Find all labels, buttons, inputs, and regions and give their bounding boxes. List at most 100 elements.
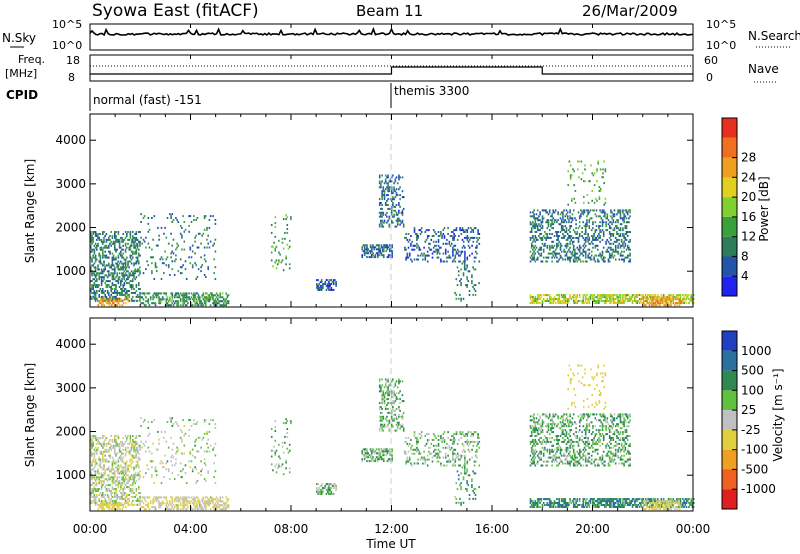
- velocity-echo-cell: [112, 468, 115, 471]
- power-echo-cell: [142, 298, 145, 301]
- power-echo-cell: [545, 260, 547, 263]
- velocity-echo-cell: [410, 439, 412, 441]
- power-echo-cell: [177, 304, 180, 307]
- power-echo-cell: [102, 242, 104, 245]
- power-echo-cell: [92, 295, 94, 298]
- power-echo-cell: [575, 233, 577, 235]
- power-echo-cell: [209, 240, 212, 243]
- velocity-echo-cell: [147, 502, 150, 505]
- velocity-echo-cell: [110, 435, 112, 437]
- power-echo-cell: [550, 252, 552, 255]
- power-echo-cell: [366, 250, 368, 253]
- velocity-echo-cell: [120, 456, 122, 459]
- power-echo-cell: [603, 182, 605, 185]
- power-echo-cell: [114, 240, 116, 243]
- power-echo-cell: [200, 270, 202, 273]
- power-echo-cell: [96, 274, 98, 277]
- power-echo-cell: [542, 256, 545, 259]
- velocity-echo-cell: [444, 452, 447, 455]
- power-echo-cell: [564, 254, 567, 257]
- power-echo-cell: [610, 233, 612, 235]
- velocity-echo-cell: [96, 452, 98, 455]
- power-echo-cell: [596, 180, 598, 183]
- power-echo-cell: [577, 236, 580, 239]
- power-echo-cell: [544, 236, 546, 239]
- power-echo-cell: [381, 204, 383, 206]
- power-echo-cell: [132, 236, 134, 239]
- power-echo-cell: [393, 188, 395, 191]
- power-echo-cell: [123, 238, 126, 241]
- power-echo-cell: [688, 302, 690, 304]
- power-echo-cell: [536, 250, 539, 253]
- velocity-echo-cell: [394, 413, 397, 416]
- power-echo-cell: [426, 229, 429, 232]
- power-echo-cell: [140, 302, 142, 305]
- velocity-echo-cell: [92, 442, 94, 445]
- power-echo-cell: [188, 230, 190, 233]
- power-echo-cell: [628, 294, 630, 297]
- colorbar-swatch: [722, 118, 737, 138]
- power-echo-cell: [128, 238, 130, 241]
- power-echo-cell: [428, 229, 430, 232]
- velocity-echo-cell: [384, 382, 387, 385]
- power-echo-cell: [134, 244, 136, 247]
- power-echo-cell: [394, 205, 397, 208]
- power-echo-cell: [638, 302, 641, 304]
- power-echo-cell: [581, 252, 583, 255]
- power-echo-cell: [601, 219, 604, 222]
- power-echo-cell: [94, 291, 97, 294]
- power-echo-cell: [91, 250, 93, 253]
- velocity-echo-cell: [139, 495, 141, 498]
- velocity-echo-cell: [286, 428, 289, 430]
- power-echo-cell: [558, 240, 561, 243]
- power-echo-cell: [553, 244, 556, 247]
- power-echo-cell: [605, 229, 607, 232]
- power-echo-cell: [541, 302, 544, 304]
- power-echo-cell: [565, 246, 568, 249]
- power-echo-cell: [165, 258, 168, 261]
- power-echo-cell: [112, 272, 115, 275]
- power-echo-cell: [117, 256, 120, 259]
- velocity-echo-cell: [437, 435, 440, 437]
- power-echo-cell: [184, 294, 187, 297]
- velocity-echo-cell: [201, 438, 203, 441]
- freq-label-line2: [MHz]: [5, 67, 37, 80]
- velocity-echo-cell: [394, 409, 397, 412]
- power-echo-cell: [194, 240, 196, 243]
- power-echo-cell: [132, 274, 134, 277]
- velocity-echo-cell: [436, 456, 439, 459]
- power-echo-cell: [631, 296, 634, 299]
- power-echo-cell: [455, 229, 458, 232]
- power-echo-cell: [602, 235, 605, 237]
- power-echo-cell: [189, 248, 192, 251]
- power-echo-cell: [610, 246, 612, 249]
- power-echo-cell: [112, 256, 115, 259]
- power-echo-cell: [136, 270, 139, 273]
- velocity-echo-cell: [122, 472, 124, 475]
- velocity-echo-cell: [102, 476, 104, 479]
- power-echo-cell: [93, 291, 96, 294]
- velocity-echo-cell: [126, 478, 128, 481]
- power-echo-cell: [197, 268, 200, 271]
- power-echo-cell: [565, 254, 568, 257]
- velocity-echo-cell: [332, 492, 335, 495]
- power-echo-cell: [577, 240, 580, 243]
- power-echo-cell: [534, 296, 537, 299]
- velocity-echo-cell: [113, 502, 115, 505]
- velocity-echo-cell: [102, 454, 104, 457]
- power-echo-cell: [408, 254, 411, 257]
- power-echo-cell: [542, 209, 545, 212]
- power-echo-cell: [151, 302, 153, 305]
- power-echo-cell: [410, 244, 412, 247]
- velocity-echo-cell: [118, 490, 121, 492]
- power-echo-cell: [562, 227, 564, 230]
- power-echo-cell: [582, 236, 585, 239]
- freq-tick-top: 18: [66, 54, 80, 67]
- power-echo-cell: [556, 246, 558, 249]
- power-echo-cell: [378, 186, 381, 189]
- power-echo-cell: [196, 246, 199, 249]
- power-echo-cell: [195, 219, 197, 221]
- power-echo-cell: [583, 195, 585, 198]
- power-echo-cell: [629, 248, 631, 251]
- velocity-echo-cell: [384, 378, 387, 381]
